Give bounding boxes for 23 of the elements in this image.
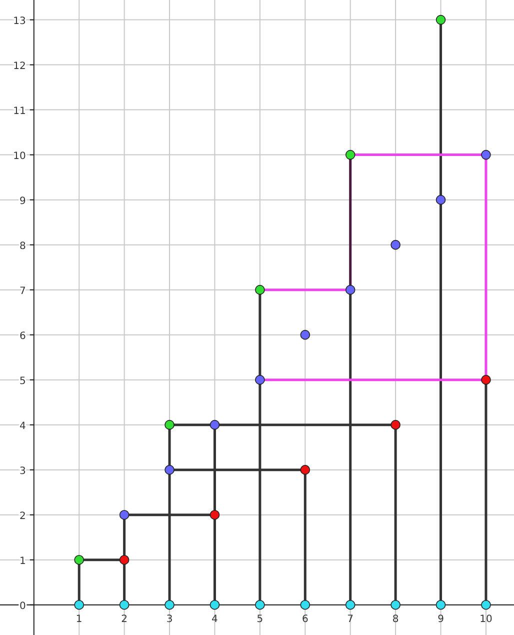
x-tick-label: 7 xyxy=(347,614,354,625)
x-tick-label: 10 xyxy=(480,614,492,625)
y-tick-label: 9 xyxy=(20,196,26,207)
y-tick-label: 3 xyxy=(20,466,26,477)
x-tick-label: 3 xyxy=(166,614,173,625)
x-tick-label: 8 xyxy=(392,614,399,625)
x-tick-label: 5 xyxy=(256,614,264,625)
y-tick-label: 4 xyxy=(20,420,26,432)
x-tick-label: 2 xyxy=(121,614,128,625)
y-tick-label: 13 xyxy=(13,16,26,27)
x-tick-label: 1 xyxy=(76,614,82,625)
y-tick-label: 6 xyxy=(20,330,26,342)
y-tick-label: 12 xyxy=(13,60,26,72)
x-tick-label: 4 xyxy=(212,614,218,625)
y-tick-label: 8 xyxy=(20,240,26,252)
y-tick-label: 1 xyxy=(20,556,26,567)
y-tick-label: 10 xyxy=(13,150,26,162)
y-tick-label: 5 xyxy=(20,376,26,387)
x-tick-label: 9 xyxy=(438,614,444,625)
y-tick-label: 2 xyxy=(20,510,26,522)
y-tick-label: 7 xyxy=(20,286,26,297)
x-tick-label: 6 xyxy=(302,614,308,625)
y-tick-label: 11 xyxy=(13,106,26,117)
